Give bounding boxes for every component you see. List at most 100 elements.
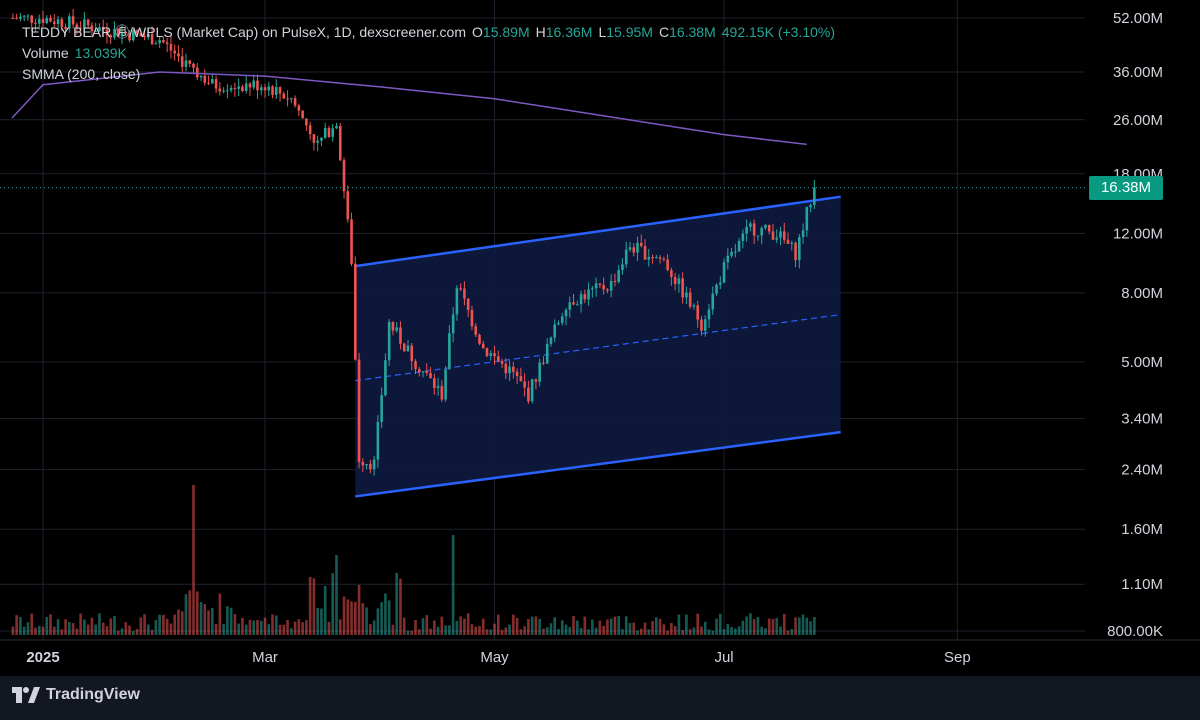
candle-body: [466, 298, 470, 310]
candle-body: [229, 88, 233, 91]
indicator-row[interactable]: SMMA (200, close): [22, 64, 835, 85]
candle-body: [560, 316, 564, 324]
candle-body: [481, 343, 485, 349]
candle-body: [150, 34, 154, 45]
candle-body: [542, 362, 545, 364]
volume-bar: [256, 620, 259, 635]
candle-body: [798, 237, 801, 261]
volume-bar: [749, 613, 752, 635]
volume-bar: [481, 618, 485, 635]
candle-body: [290, 98, 293, 100]
volume-bar: [745, 616, 748, 635]
volume-bar: [402, 617, 406, 635]
volume-bar: [508, 624, 511, 635]
candle-body: [805, 207, 809, 231]
candle-body: [655, 257, 658, 259]
candle-body: [71, 16, 75, 25]
candle-body: [519, 376, 523, 382]
volume-bar: [290, 628, 293, 635]
candle-body: [530, 379, 534, 402]
channel-upper-line[interactable]: [355, 195, 841, 268]
channel-lower-line[interactable]: [355, 430, 841, 498]
candle-body: [621, 264, 624, 271]
candle-body: [643, 245, 647, 260]
candle-body: [722, 262, 726, 283]
candle-body: [180, 56, 184, 67]
volume-bar: [707, 629, 711, 635]
candle-body: [545, 343, 549, 364]
channel-median-line[interactable]: [355, 313, 841, 382]
price-tick-label: 26.00M: [1113, 112, 1163, 129]
candle-body: [440, 386, 444, 400]
candle-body: [700, 319, 703, 331]
volume-bar: [354, 601, 357, 635]
volume-bar: [342, 596, 346, 635]
price-axis[interactable]: 52.00M36.00M26.00M18.00M12.00M8.00M5.00M…: [1107, 10, 1163, 640]
volume-bar: [741, 620, 745, 635]
candle-body: [512, 366, 515, 372]
candle-body: [463, 288, 466, 299]
volume-bar: [485, 629, 489, 635]
volume-bar: [756, 617, 760, 635]
volume-bar: [722, 629, 726, 635]
volume-bar: [451, 535, 455, 635]
candle-body: [226, 90, 229, 92]
volume-bar: [267, 624, 271, 635]
parallel-channel[interactable]: [355, 195, 841, 498]
volume-bar: [613, 616, 617, 635]
volume-bar: [105, 626, 109, 635]
smma-200-line: [11, 71, 807, 146]
candle-body: [49, 17, 52, 22]
volume-bar: [192, 485, 195, 635]
volume-bar: [308, 576, 312, 635]
candle-body: [372, 459, 376, 470]
candle-body: [143, 36, 146, 38]
candle-body: [613, 280, 617, 282]
candle-body: [147, 34, 150, 38]
candle-body: [109, 35, 113, 38]
volume-bar: [474, 626, 478, 635]
volume-bar: [241, 617, 244, 635]
volume-bar: [519, 629, 523, 635]
candle-body: [26, 15, 30, 17]
candle-body: [177, 53, 180, 57]
candle-body: [98, 27, 101, 32]
candle-body: [173, 50, 176, 54]
volume-bar: [165, 618, 169, 635]
candle-body: [113, 28, 116, 38]
volume-bar: [128, 625, 131, 635]
smma-indicator-label: SMMA (200, close): [22, 66, 141, 82]
volume-row[interactable]: Volume 13.039K: [22, 43, 835, 64]
candle-body: [68, 16, 71, 29]
candle-body: [496, 356, 500, 361]
symbol-title[interactable]: TEDDY BEAR ㊊/WPLS (Market Cap) on PulseX…: [22, 24, 467, 40]
ohlc-low-label: L: [598, 24, 607, 40]
volume-bar: [188, 590, 192, 635]
candle-body: [406, 345, 410, 352]
candle-body: [369, 464, 372, 470]
candle-body: [425, 371, 429, 374]
candle-body: [508, 366, 511, 374]
chart-plot[interactable]: 52.00M36.00M26.00M18.00M12.00M8.00M5.00M…: [0, 0, 1200, 676]
candle-body: [455, 288, 459, 315]
time-axis[interactable]: 2025 Mar May Jul Sep: [0, 639, 1200, 666]
candle-body: [346, 191, 350, 220]
candle-body: [116, 28, 120, 37]
volume-bar: [162, 614, 165, 635]
candle-body: [752, 223, 756, 236]
volume-bar: [331, 573, 335, 635]
volume-bar: [410, 630, 414, 635]
price-tick-label: 36.00M: [1113, 64, 1163, 81]
volume-bar: [670, 623, 673, 635]
candle-body: [417, 369, 421, 373]
tradingview-logo[interactable]: TradingView: [12, 686, 140, 704]
volume-bar: [338, 619, 342, 635]
candle-body: [489, 353, 493, 356]
candle-body: [86, 19, 90, 26]
volume-bar: [184, 594, 188, 635]
candle-body: [764, 224, 767, 228]
candle-body: [327, 128, 331, 137]
volume-bar: [357, 584, 361, 635]
candle-body: [263, 87, 267, 91]
